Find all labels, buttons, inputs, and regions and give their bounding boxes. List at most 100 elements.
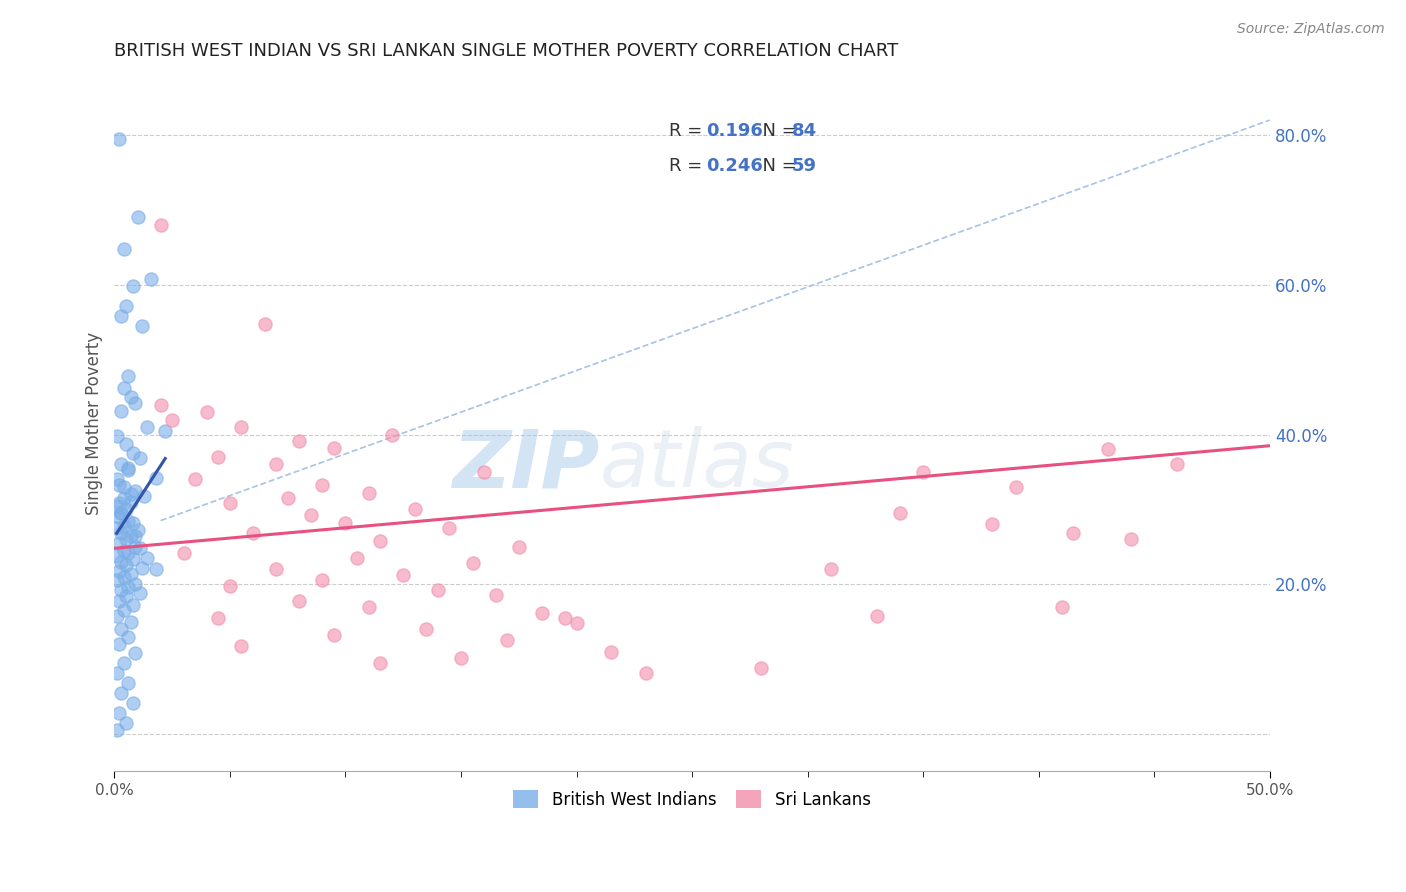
Point (127, 211, 149, 225)
Point (288, 593, 311, 607)
Point (1062, 526, 1084, 541)
Point (131, 318, 153, 333)
Point (115, 589, 138, 603)
Point (110, 506, 132, 520)
Point (299, 508, 322, 523)
Point (112, 543, 135, 558)
Point (530, 606, 553, 620)
Text: N =: N = (751, 122, 803, 140)
Point (135, 551, 157, 566)
Point (426, 583, 449, 598)
Point (124, 577, 146, 591)
Point (117, 580, 139, 594)
Point (115, 436, 138, 450)
Point (264, 458, 287, 472)
Point (253, 317, 276, 331)
Point (392, 568, 415, 582)
Point (554, 611, 576, 625)
Text: ZIP: ZIP (453, 426, 599, 504)
Point (105, 665, 128, 680)
Point (110, 622, 132, 636)
Point (122, 446, 145, 460)
Point (120, 528, 142, 542)
Point (149, 398, 172, 412)
Point (231, 639, 253, 653)
Point (288, 434, 311, 448)
Text: atlas: atlas (599, 426, 794, 504)
Point (108, 509, 131, 524)
Point (219, 496, 242, 510)
Point (1097, 442, 1119, 457)
Point (311, 478, 333, 492)
Point (145, 562, 167, 576)
Point (141, 272, 163, 286)
Point (450, 650, 472, 665)
Point (277, 491, 299, 505)
Point (120, 615, 142, 629)
Point (105, 549, 128, 563)
Text: 59: 59 (792, 157, 817, 175)
Point (112, 242, 135, 256)
Point (311, 574, 333, 588)
Point (368, 656, 391, 670)
Point (112, 570, 135, 584)
Point (335, 516, 357, 530)
Point (357, 599, 380, 614)
Point (128, 451, 150, 466)
Point (1119, 533, 1142, 547)
Point (112, 491, 135, 505)
Point (117, 546, 139, 560)
Point (1050, 599, 1073, 614)
Point (110, 555, 132, 569)
Point (124, 528, 146, 542)
Point (1004, 480, 1026, 494)
Text: Source: ZipAtlas.com: Source: ZipAtlas.com (1237, 22, 1385, 37)
Point (242, 526, 264, 541)
Point (112, 480, 135, 494)
Point (219, 579, 242, 593)
Point (108, 132, 131, 146)
Point (108, 637, 131, 651)
Point (117, 463, 139, 477)
Point (124, 540, 146, 554)
Point (110, 506, 132, 520)
Point (108, 536, 131, 550)
Point (134, 489, 156, 503)
Point (120, 495, 142, 509)
Point (122, 551, 145, 566)
Point (149, 218, 172, 232)
Point (110, 583, 132, 598)
Point (322, 628, 344, 642)
Point (105, 499, 128, 513)
Point (117, 369, 139, 384)
Text: R =: R = (669, 157, 709, 175)
Point (127, 524, 149, 538)
Point (231, 420, 253, 434)
Text: N =: N = (751, 157, 803, 175)
Point (105, 472, 128, 486)
Text: 84: 84 (792, 122, 817, 140)
Point (145, 471, 167, 485)
Point (122, 279, 145, 293)
Point (108, 564, 131, 578)
Point (117, 630, 139, 644)
Point (346, 551, 368, 566)
Point (155, 424, 177, 438)
Point (122, 696, 145, 710)
Point (112, 519, 135, 533)
Point (108, 496, 131, 510)
Text: R =: R = (669, 122, 709, 140)
Point (131, 561, 153, 575)
Point (135, 420, 157, 434)
Point (496, 633, 519, 648)
Point (105, 574, 128, 588)
Point (173, 546, 195, 560)
Legend: British West Indians, Sri Lankans: British West Indians, Sri Lankans (506, 783, 877, 815)
Point (115, 715, 138, 730)
Point (485, 589, 508, 603)
Point (1166, 458, 1188, 472)
Point (207, 450, 229, 464)
Point (264, 562, 287, 576)
Point (112, 656, 135, 670)
Point (461, 556, 484, 570)
